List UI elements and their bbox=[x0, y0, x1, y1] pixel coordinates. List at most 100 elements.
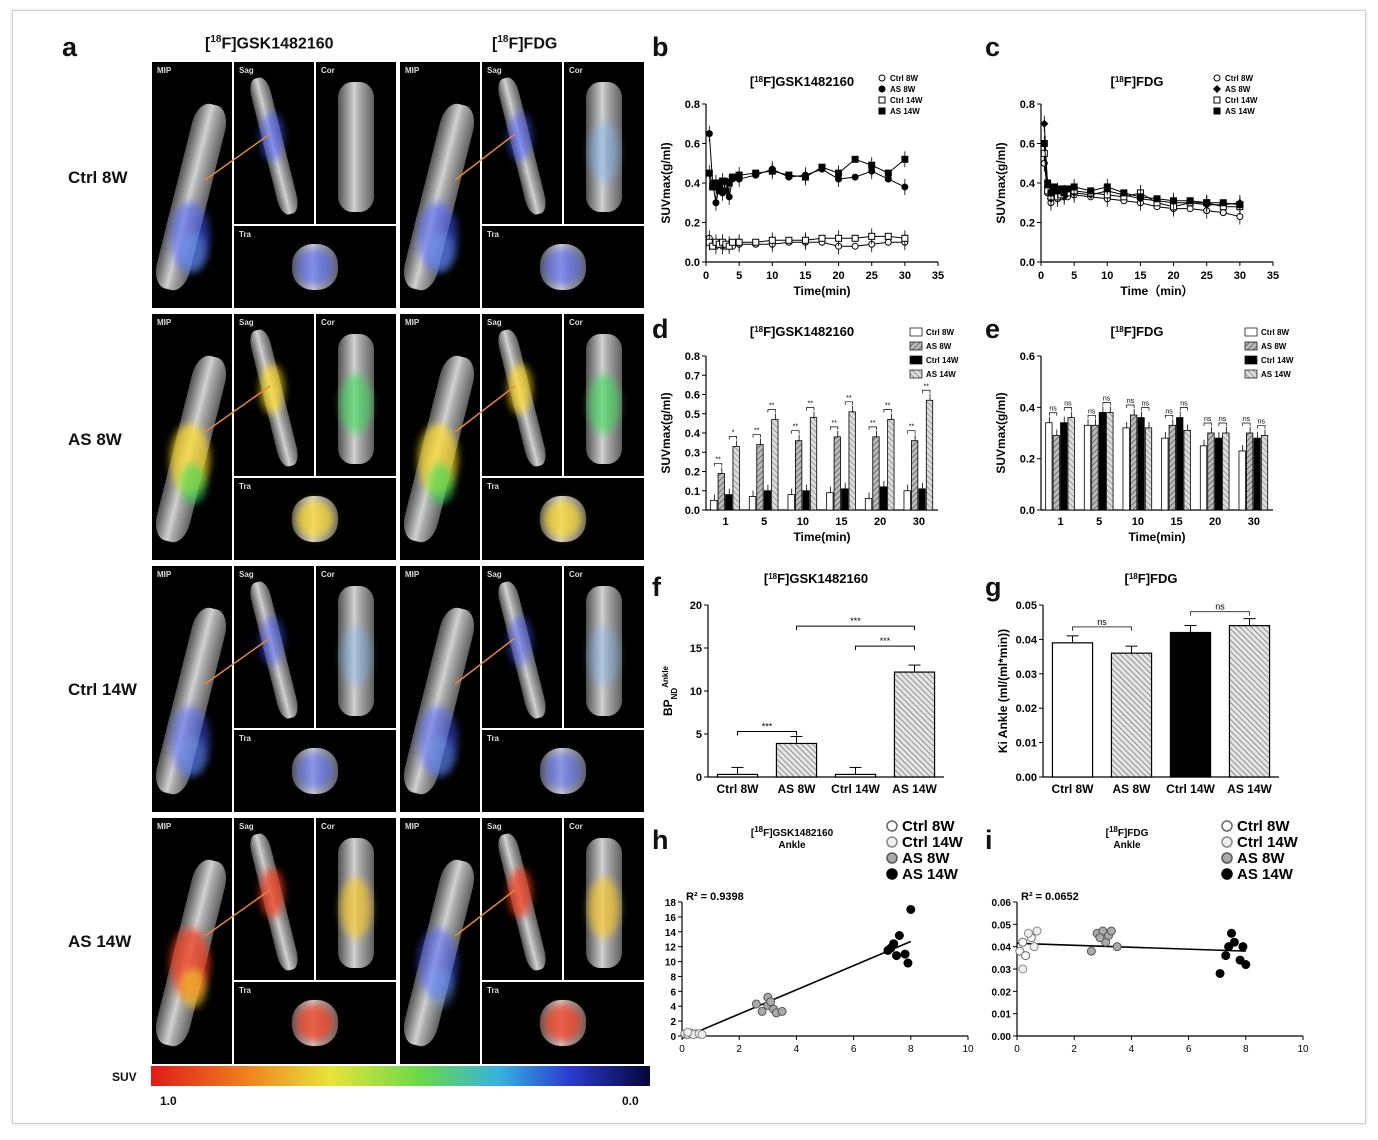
data-point bbox=[752, 238, 760, 246]
significance-label: ** bbox=[924, 383, 930, 390]
view-label: Sag bbox=[487, 66, 502, 75]
view-label: Tra bbox=[487, 482, 500, 491]
legend-swatch bbox=[1244, 327, 1258, 337]
uptake-blob bbox=[260, 364, 284, 414]
bar bbox=[771, 419, 779, 511]
bar bbox=[710, 499, 718, 511]
view-label: Sag bbox=[239, 822, 254, 831]
tile-sag-gsk-1: Sag bbox=[234, 314, 314, 476]
uptake-blob bbox=[588, 374, 620, 434]
view-label: MIP bbox=[157, 570, 172, 579]
y-tick-label: 12 bbox=[665, 943, 677, 954]
tile-cor-gsk-0: Cor bbox=[316, 62, 396, 224]
y-tick-label: 0.2 bbox=[1020, 454, 1035, 466]
bar bbox=[911, 440, 919, 511]
view-label: MIP bbox=[157, 66, 172, 75]
data-point bbox=[766, 997, 776, 1007]
x-tick-label: 5 bbox=[761, 516, 767, 528]
x-tick-label: 25 bbox=[1201, 270, 1213, 282]
legend-label: Ctrl 8W bbox=[1225, 74, 1253, 83]
x-axis-label: Time(min) bbox=[793, 530, 850, 544]
row-label-ctrl-8w: Ctrl 8W bbox=[68, 168, 128, 187]
data-point bbox=[752, 169, 760, 177]
chart-title: [18F]FDG bbox=[1106, 825, 1149, 840]
significance-label: ns bbox=[1165, 408, 1173, 415]
legend-swatch bbox=[909, 341, 923, 351]
data-point bbox=[785, 171, 793, 179]
x-tick-label: 5 bbox=[1071, 270, 1077, 282]
bar bbox=[903, 490, 911, 511]
legend-label: AS 8W bbox=[890, 85, 916, 94]
view-label: Sag bbox=[487, 570, 502, 579]
view-label: Tra bbox=[487, 734, 500, 743]
panel-letter-i: i bbox=[985, 825, 993, 855]
y-tick-label: 0.0 bbox=[1020, 505, 1035, 517]
bar bbox=[872, 436, 880, 511]
tile-mip-fdg-3: MIP bbox=[400, 818, 480, 1064]
view-label: Tra bbox=[487, 230, 500, 239]
bar bbox=[725, 494, 733, 511]
data-point bbox=[735, 238, 743, 246]
y-tick-label: 0.4 bbox=[1020, 402, 1036, 414]
x-tick-label: 30 bbox=[1248, 516, 1260, 528]
significance-label: * bbox=[732, 429, 735, 436]
y-tick-label: 0.02 bbox=[1016, 703, 1037, 715]
y-tick-label: 0.0 bbox=[1020, 257, 1035, 269]
data-point bbox=[1070, 183, 1078, 191]
data-point bbox=[1221, 951, 1231, 961]
uptake-blob bbox=[170, 202, 210, 272]
x-axis-label: Time(min) bbox=[1128, 530, 1185, 544]
view-label: Tra bbox=[239, 734, 252, 743]
significance-label: ns bbox=[1049, 406, 1057, 413]
significance-label: ** bbox=[909, 424, 915, 431]
uptake-blob bbox=[340, 878, 372, 938]
data-point bbox=[901, 234, 909, 242]
bar bbox=[826, 492, 834, 511]
data-point bbox=[729, 238, 737, 246]
legend-label: Ctrl 14W bbox=[902, 834, 964, 851]
y-tick-label: 0.2 bbox=[1020, 218, 1035, 230]
significance-label: *** bbox=[880, 636, 891, 646]
y-tick-label: 0.8 bbox=[685, 99, 700, 111]
data-point bbox=[1095, 933, 1105, 943]
x-tick-label: 5 bbox=[1096, 516, 1102, 528]
x-tick-label: 25 bbox=[866, 270, 878, 282]
data-point bbox=[1018, 964, 1028, 974]
uptake-blob bbox=[180, 232, 206, 272]
col-title-fdg: [18F]FDG bbox=[492, 34, 558, 53]
data-point bbox=[884, 169, 892, 177]
legend-marker bbox=[878, 85, 886, 93]
x-tick-label: 6 bbox=[1186, 1044, 1192, 1055]
y-tick-label: 2 bbox=[670, 1017, 676, 1028]
data-point bbox=[1032, 926, 1042, 936]
bar bbox=[716, 773, 759, 778]
bar bbox=[841, 488, 849, 511]
tile-cor-gsk-1: Cor bbox=[316, 314, 396, 476]
bar bbox=[809, 417, 818, 511]
data-point bbox=[1120, 189, 1128, 197]
view-label: Cor bbox=[569, 66, 583, 75]
bar bbox=[1083, 424, 1092, 511]
tile-cor-fdg-3: Cor bbox=[564, 818, 644, 980]
x-tick-label: Ctrl 14W bbox=[831, 782, 880, 796]
r-squared-annotation: R² = 0.9398 bbox=[686, 891, 744, 903]
bar bbox=[802, 490, 810, 511]
y-axis-label: Ki Ankle (ml/(ml*min)) bbox=[996, 629, 1010, 753]
x-tick-label: 0 bbox=[1014, 1044, 1020, 1055]
bar bbox=[1246, 432, 1254, 511]
view-label: MIP bbox=[405, 822, 420, 831]
data-point bbox=[1153, 195, 1161, 203]
chart-subtitle: Ankle bbox=[778, 840, 806, 851]
bar bbox=[775, 742, 818, 778]
significance-label: ** bbox=[831, 420, 837, 427]
data-point bbox=[851, 234, 859, 242]
tile-mip-gsk-0: MIP bbox=[152, 62, 232, 308]
data-point bbox=[1170, 197, 1178, 205]
legend-marker bbox=[1213, 85, 1221, 93]
x-tick-label: 20 bbox=[1209, 516, 1221, 528]
uptake-blob bbox=[340, 374, 372, 434]
x-tick-label: 10 bbox=[1132, 516, 1144, 528]
y-tick-label: 0.6 bbox=[1020, 139, 1035, 151]
bar bbox=[1238, 450, 1246, 511]
